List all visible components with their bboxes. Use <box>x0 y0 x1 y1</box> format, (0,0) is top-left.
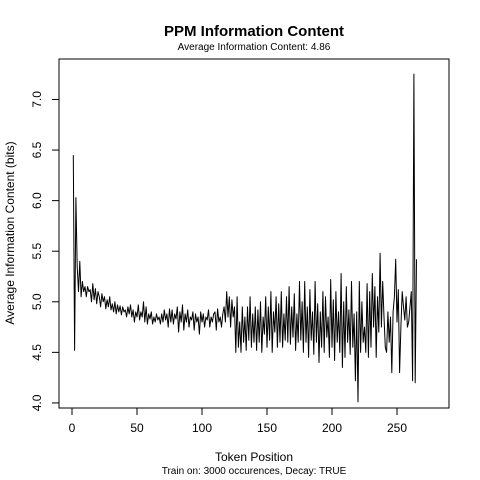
chart-caption: Train on: 3000 occurences, Decay: TRUE <box>162 466 347 477</box>
y-tick-label: 5.5 <box>30 243 44 260</box>
y-tick-label: 7.0 <box>30 91 44 108</box>
chart-title: PPM Information Content <box>164 23 344 40</box>
y-tick-label: 6.0 <box>30 192 44 209</box>
y-axis: 4.0 4.5 5.0 5.5 6.0 6.5 7.0 <box>30 91 60 411</box>
y-tick-label: 6.5 <box>30 141 44 158</box>
information-content-series-line <box>72 73 417 403</box>
y-axis-title: Average Information Content (bits) <box>3 141 17 324</box>
y-tick-label: 4.5 <box>30 344 44 361</box>
x-tick-label: 150 <box>257 421 277 435</box>
x-tick-label: 0 <box>69 421 76 435</box>
x-tick-label: 100 <box>192 421 212 435</box>
y-tick-label: 4.0 <box>30 394 44 411</box>
x-axis: 0 50 100 150 200 250 <box>69 407 407 435</box>
x-tick-label: 250 <box>387 421 407 435</box>
chart-subtitle: Average Information Content: 4.86 <box>178 42 331 53</box>
x-tick-label: 50 <box>130 421 144 435</box>
x-tick-label: 200 <box>322 421 342 435</box>
y-tick-label: 5.0 <box>30 293 44 310</box>
x-axis-title: Token Position <box>215 450 293 464</box>
